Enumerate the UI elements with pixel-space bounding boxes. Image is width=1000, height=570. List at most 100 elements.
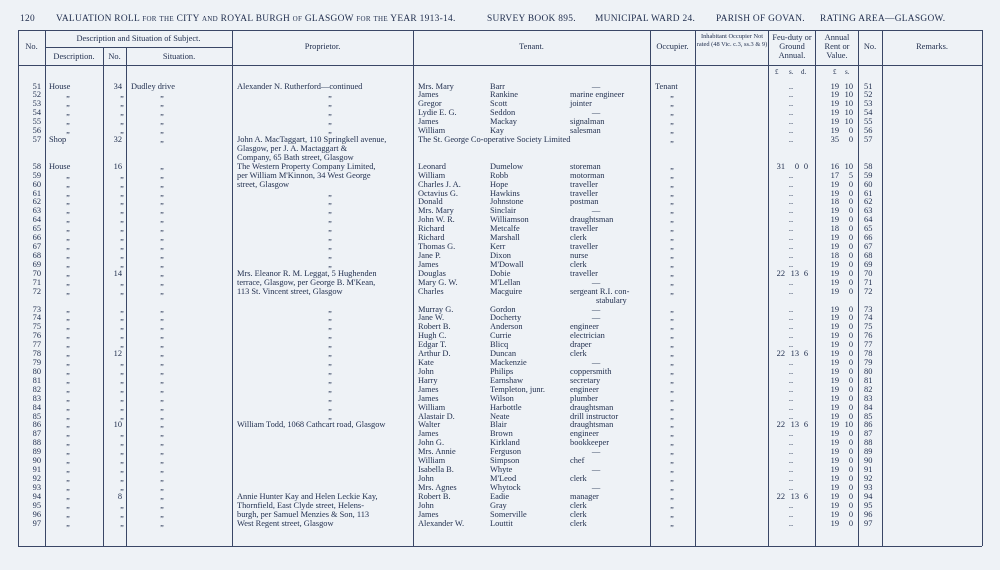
occupation: sergeant R.I. con- bbox=[570, 286, 630, 296]
occupier: „ bbox=[670, 393, 674, 403]
rent-pounds: 19 bbox=[830, 215, 839, 225]
situation: „ bbox=[160, 313, 164, 323]
rent-pounds: 19 bbox=[830, 375, 839, 385]
occupier: „ bbox=[670, 366, 674, 376]
col-header: Inhabitant Occupier Not rated (48 Vic. c… bbox=[696, 33, 768, 48]
feu-duty: .. bbox=[788, 259, 794, 269]
tenant-first-name: Kate bbox=[418, 358, 434, 368]
tenant-first-name: Arthur D. bbox=[418, 349, 451, 359]
occupation: clerk bbox=[570, 233, 587, 243]
tenant-surname: Dumelow bbox=[490, 161, 524, 171]
tenant-surname: Metcalfe bbox=[490, 224, 520, 234]
tenant-first-name: John bbox=[418, 473, 434, 483]
description: House bbox=[49, 81, 71, 91]
rule bbox=[768, 30, 769, 546]
house-number: „ bbox=[120, 331, 124, 341]
tenant-first-name: Mary G. W. bbox=[418, 277, 458, 287]
situation: „ bbox=[160, 179, 164, 189]
feu-duty: .. bbox=[788, 500, 794, 510]
situation: „ bbox=[160, 420, 164, 430]
rent-pounds: 19 bbox=[830, 313, 839, 323]
tenant-surname: Neate bbox=[490, 411, 510, 421]
tenant-first-name: Mrs. Annie bbox=[418, 447, 456, 457]
ward: MUNICIPAL WARD 24. bbox=[595, 14, 696, 24]
occupier: „ bbox=[670, 286, 674, 296]
occupation: — bbox=[591, 447, 601, 457]
tenant-surname: Marshall bbox=[490, 233, 520, 243]
rent-shillings: 0 bbox=[848, 500, 853, 510]
row-number: 58 bbox=[32, 161, 41, 171]
feu-duty: .. bbox=[788, 215, 794, 225]
proprietor: Alexander N. Rutherford—continued bbox=[237, 81, 363, 91]
rent-pounds: 19 bbox=[830, 491, 839, 501]
proprietor: „ bbox=[328, 188, 332, 198]
row-number-right: 70 bbox=[864, 268, 873, 278]
description: „ bbox=[66, 429, 70, 439]
occupation: clerk bbox=[570, 518, 587, 528]
col-header: Description and Situation of Subject. bbox=[76, 34, 201, 43]
house-number: 8 bbox=[117, 491, 122, 501]
proprietor: „ bbox=[328, 304, 332, 314]
tenant-surname: Ferguson bbox=[490, 447, 522, 457]
house-number: „ bbox=[120, 456, 124, 466]
row-number-right: 90 bbox=[864, 456, 873, 466]
rent-shillings: 0 bbox=[848, 465, 853, 475]
situation: „ bbox=[160, 500, 164, 510]
feu-pence: 0 bbox=[803, 161, 808, 171]
house-number: „ bbox=[120, 233, 124, 243]
situation: „ bbox=[160, 304, 164, 314]
house-number: „ bbox=[120, 358, 124, 368]
tenant-first-name: Isabella B. bbox=[418, 465, 454, 475]
row-number-right: 73 bbox=[864, 304, 873, 314]
house-number: „ bbox=[120, 215, 124, 225]
description: „ bbox=[66, 286, 70, 296]
rent-pounds: 19 bbox=[830, 509, 839, 519]
description: „ bbox=[66, 420, 70, 430]
proprietor: „ bbox=[328, 340, 332, 350]
rule bbox=[232, 30, 233, 546]
row-number: 88 bbox=[32, 438, 41, 448]
proprietor: Mrs. Eleanor R. M. Leggat, 5 Hughenden bbox=[237, 268, 377, 278]
tenant-first-name: William bbox=[418, 402, 446, 412]
description: „ bbox=[66, 126, 70, 136]
row-number-right: 69 bbox=[864, 259, 873, 269]
occupier: Tenant bbox=[655, 81, 678, 91]
feu-pence: 6 bbox=[803, 420, 808, 430]
house-number: „ bbox=[120, 197, 124, 207]
feu-pounds: 22 bbox=[776, 268, 785, 278]
rent-shillings: 10 bbox=[844, 161, 853, 171]
occupation: engineer bbox=[570, 384, 599, 394]
tenant-surname: Philips bbox=[490, 366, 514, 376]
unit: d. bbox=[801, 68, 807, 76]
row-number: 64 bbox=[32, 215, 41, 225]
tenant-first-name: Gregor bbox=[418, 99, 442, 109]
tenant-surname: M'Dowall bbox=[490, 259, 524, 269]
row-number-right: 78 bbox=[864, 349, 873, 359]
occupier: „ bbox=[670, 429, 674, 439]
house-number: „ bbox=[120, 393, 124, 403]
occupation: drill instructor bbox=[570, 411, 619, 421]
tenant-surname: Anderson bbox=[490, 322, 523, 332]
feu-duty: .. bbox=[788, 393, 794, 403]
feu-duty: .. bbox=[788, 286, 794, 296]
rent-pounds: 19 bbox=[830, 393, 839, 403]
row-number-right: 68 bbox=[864, 250, 873, 260]
rent-shillings: 5 bbox=[848, 170, 853, 180]
proprietor: Glasgow, per J. A. Mactaggart & bbox=[237, 143, 348, 153]
proprietor: „ bbox=[328, 375, 332, 385]
house-number: „ bbox=[120, 242, 124, 252]
situation: „ bbox=[160, 242, 164, 252]
row-number-right: 88 bbox=[864, 438, 873, 448]
proprietor: „ bbox=[328, 402, 332, 412]
occupier: „ bbox=[670, 188, 674, 198]
description: „ bbox=[66, 411, 70, 421]
tenant-surname: Gordon bbox=[490, 304, 516, 314]
occupier: „ bbox=[670, 170, 674, 180]
rent-shillings: 0 bbox=[848, 438, 853, 448]
row-number: 56 bbox=[32, 126, 41, 136]
feu-pence: 6 bbox=[803, 349, 808, 359]
house-number: „ bbox=[120, 384, 124, 394]
description: „ bbox=[66, 206, 70, 216]
proprietor: Annie Hunter Kay and Helen Leckie Kay, bbox=[237, 491, 378, 501]
house-number: 10 bbox=[113, 420, 122, 430]
